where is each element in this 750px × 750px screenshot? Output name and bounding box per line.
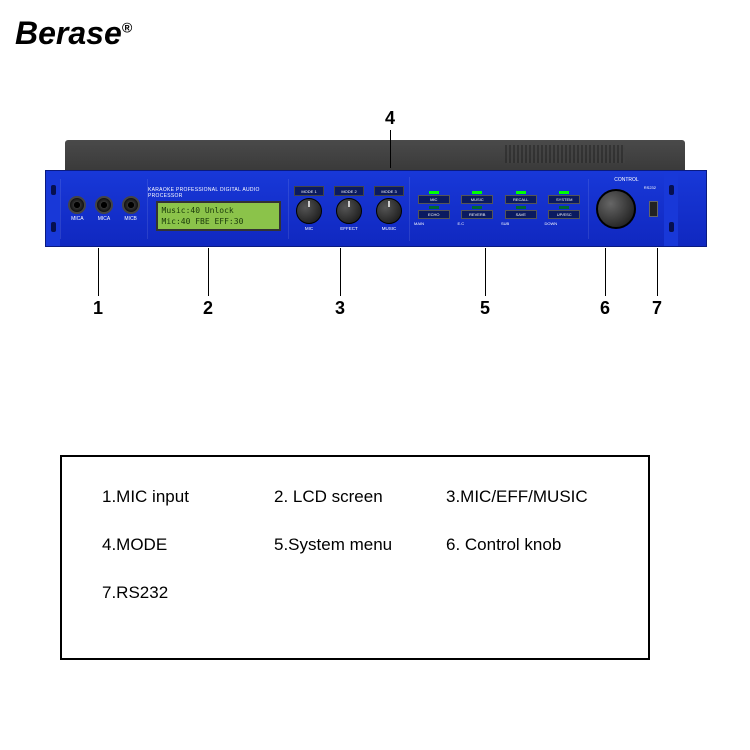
button-label: MIC [418, 195, 450, 204]
button-label: RECALL [505, 195, 537, 204]
callout-line [657, 248, 658, 296]
button-label: SAVE [505, 210, 537, 219]
legend-grid: 1.MIC input 2. LCD screen 3.MIC/EFF/MUSI… [102, 487, 608, 603]
brand-mark: ® [122, 19, 132, 35]
led-icon [429, 206, 439, 209]
callout-number: 7 [652, 298, 662, 319]
callout-number: 6 [600, 298, 610, 319]
rack-ear-right [664, 171, 678, 246]
brand-text: Berase [15, 15, 122, 51]
mic-jack-icon [95, 196, 113, 214]
sys-button: UP/ESC [545, 206, 585, 219]
button-sublabel: DOWN [545, 221, 585, 226]
button-label: ECHO [418, 210, 450, 219]
rack-ear-left [46, 171, 60, 246]
sys-button: SYSTEM [545, 191, 585, 204]
sys-button: RECALL [501, 191, 541, 204]
mic-input-section: MICA MICA MICB [60, 179, 147, 239]
button-sublabel-row: MAIN E.C SUB DOWN [414, 220, 584, 226]
system-menu-section: MIC MUSIC RECALL SYSTEM ECHO REVERB SAVE… [409, 177, 588, 241]
device-chassis-top [65, 140, 685, 170]
sys-button: ECHO [414, 206, 454, 219]
mount-hole [51, 222, 56, 232]
mic-jack-group: MICB [122, 196, 140, 222]
lcd-section: KARAOKE PROFESSIONAL DIGITAL AUDIO PROCE… [147, 179, 288, 239]
sys-button: SAVE [501, 206, 541, 219]
legend-box: 1.MIC input 2. LCD screen 3.MIC/EFF/MUSI… [60, 455, 650, 660]
led-icon [429, 191, 439, 194]
brand-logo: Berase® [15, 15, 132, 52]
mount-hole [51, 185, 56, 195]
legend-item: 1.MIC input [102, 487, 264, 507]
control-knob-icon [596, 189, 636, 229]
button-label: MUSIC [461, 195, 493, 204]
knob-row [289, 196, 409, 226]
knob-label: MUSIC [375, 226, 403, 231]
rs232-label: RS232 [644, 185, 656, 190]
callout-line [208, 248, 209, 296]
led-icon [516, 206, 526, 209]
device-front-panel: MICA MICA MICB KARAOKE PROFESSIONAL DIGI… [45, 170, 707, 247]
callout-line [98, 248, 99, 296]
mode-button-row: MODE 1 MODE 2 MODE 3 [289, 186, 409, 196]
ventilation-grille [505, 145, 625, 163]
knob-icon [296, 198, 322, 224]
button-sublabel: SUB [501, 221, 541, 226]
led-icon [516, 191, 526, 194]
led-icon [472, 191, 482, 194]
button-grid: MIC MUSIC RECALL SYSTEM ECHO REVERB SAVE… [414, 191, 584, 219]
mic-jack-label: MICA [98, 216, 111, 222]
sys-button: MIC [414, 191, 454, 204]
button-sublabel: E.C [458, 221, 498, 226]
mode-button: MODE 2 [334, 186, 364, 196]
legend-item: 2. LCD screen [274, 487, 436, 507]
mic-jack-label: MICB [124, 216, 137, 222]
callout-line [485, 248, 486, 296]
button-label: SYSTEM [548, 195, 580, 204]
callout-number: 2 [203, 298, 213, 319]
rs232-port-icon [649, 201, 658, 217]
mount-hole [669, 222, 674, 232]
button-label: REVERB [461, 210, 493, 219]
legend-item: 7.RS232 [102, 583, 264, 603]
led-icon [472, 206, 482, 209]
lcd-screen: Music:40 Unlock Mic:40 FBE EFF:30 [156, 201, 281, 231]
device-diagram: MICA MICA MICB KARAOKE PROFESSIONAL DIGI… [45, 140, 705, 247]
device-title: KARAOKE PROFESSIONAL DIGITAL AUDIO PROCE… [148, 187, 288, 199]
mic-jack-icon [122, 196, 140, 214]
knob-label-row: MIC EFFECT MUSIC [289, 226, 409, 231]
button-sublabel: MAIN [414, 221, 454, 226]
led-icon [559, 206, 569, 209]
mic-jack-group: MICA [68, 196, 86, 222]
knob-icon [336, 198, 362, 224]
mic-jack-group: MICA [95, 196, 113, 222]
sys-button: REVERB [458, 206, 498, 219]
knobs-section: MODE 1 MODE 2 MODE 3 MIC EFFECT MUSIC [288, 179, 409, 239]
callout-line [340, 248, 341, 296]
legend-item: 6. Control knob [446, 535, 608, 555]
callout-number: 4 [385, 108, 395, 129]
lcd-line: Music:40 Unlock [162, 205, 275, 216]
mic-jack-label: MICA [71, 216, 84, 222]
legend-item: 4.MODE [102, 535, 264, 555]
knob-label: MIC [295, 226, 323, 231]
callout-number: 5 [480, 298, 490, 319]
legend-item: 5.System menu [274, 535, 436, 555]
legend-item: 3.MIC/EFF/MUSIC [446, 487, 608, 507]
led-icon [559, 191, 569, 194]
button-label: UP/ESC [548, 210, 580, 219]
lcd-line: Mic:40 FBE EFF:30 [162, 216, 275, 227]
control-section: CONTROL RS232 [588, 179, 664, 239]
callout-number: 3 [335, 298, 345, 319]
control-label: CONTROL [614, 177, 638, 183]
knob-label: EFFECT [335, 226, 363, 231]
mode-button: MODE 1 [294, 186, 324, 196]
mic-jack-icon [68, 196, 86, 214]
callout-line [605, 248, 606, 296]
sys-button: MUSIC [458, 191, 498, 204]
callout-number: 1 [93, 298, 103, 319]
mount-hole [669, 185, 674, 195]
knob-icon [376, 198, 402, 224]
mode-button: MODE 3 [374, 186, 404, 196]
